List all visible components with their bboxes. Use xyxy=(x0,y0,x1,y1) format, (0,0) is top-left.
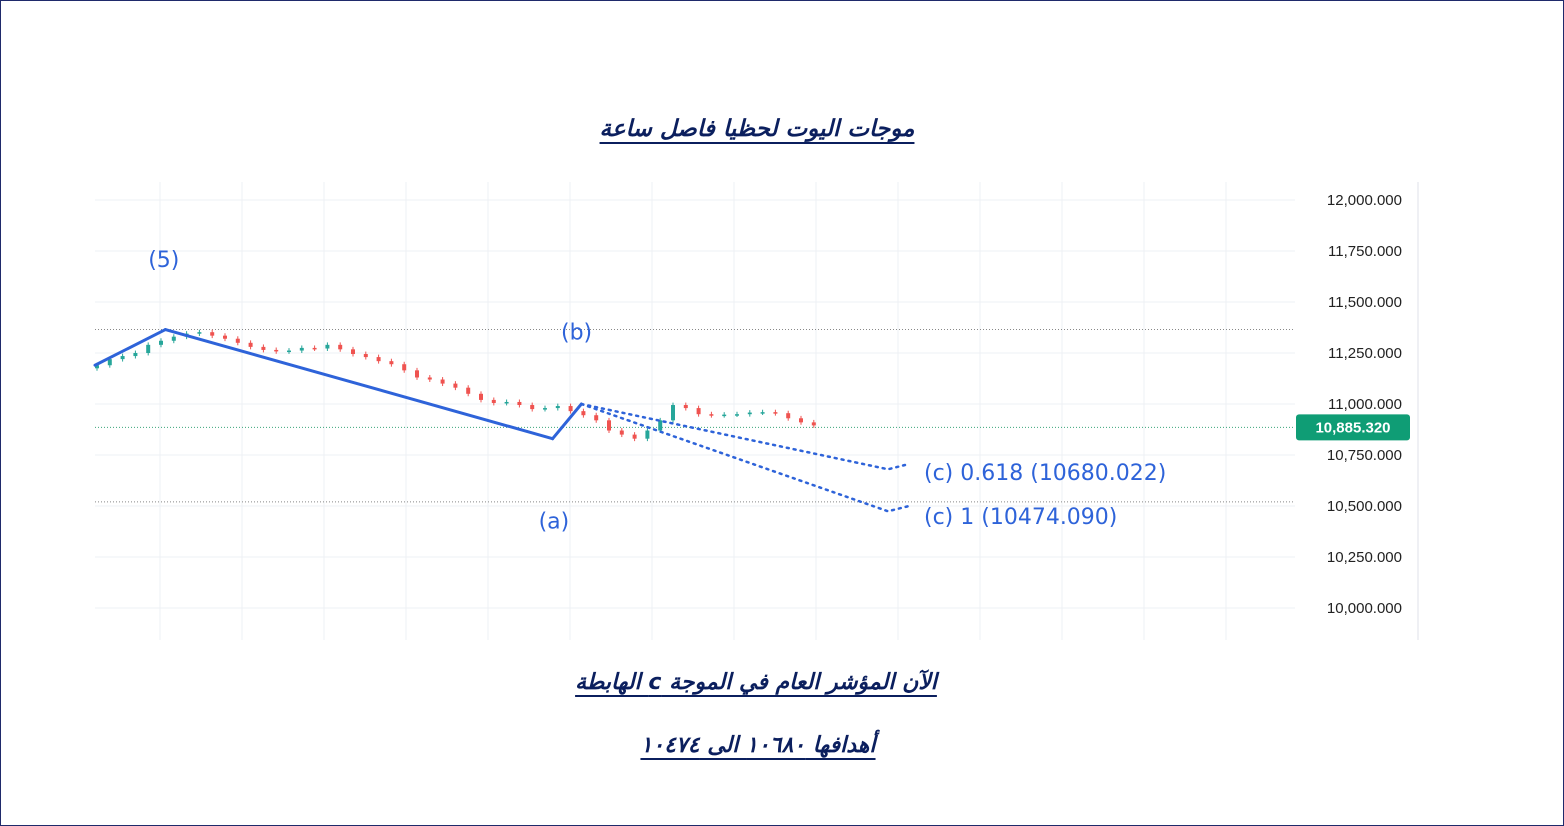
candle-body xyxy=(440,379,445,384)
y-tick-label: 11,500.000 xyxy=(1328,294,1402,311)
candle-body xyxy=(146,344,151,353)
candle-body xyxy=(325,344,330,349)
wave-label: (b) xyxy=(561,321,592,346)
candle-body xyxy=(338,344,343,350)
candle-body xyxy=(543,408,547,410)
y-tick-label: 10,000.000 xyxy=(1327,600,1402,617)
y-tick-label: 10,500.000 xyxy=(1327,498,1402,515)
candle-body xyxy=(658,420,663,431)
last-price-badge xyxy=(1296,414,1410,441)
y-tick-label: 12,000.000 xyxy=(1327,192,1402,209)
wave-line xyxy=(93,328,167,367)
y-tick-label: 10,750.000 xyxy=(1327,447,1402,464)
target-projection-line xyxy=(580,402,910,471)
candle-body xyxy=(95,365,99,369)
candle-body xyxy=(619,430,624,435)
last-price-label: 10,885.320 xyxy=(1315,419,1390,436)
candle-body xyxy=(773,412,778,414)
candle-body xyxy=(120,356,125,360)
candle-body xyxy=(722,414,727,417)
candle-body xyxy=(159,340,163,345)
candle-body xyxy=(594,415,599,421)
candle-body xyxy=(466,387,471,394)
candle-body xyxy=(223,335,227,339)
candle-body xyxy=(747,412,752,415)
current-wave-note: الآن المؤشر العام في الموجة c الهابطة xyxy=(575,670,937,695)
candle-body xyxy=(607,420,611,431)
price-axis: 12,000.000 11,750.000 11,500.000 11,250.000… xyxy=(1327,192,1402,617)
candle-body xyxy=(811,422,816,426)
candle-body xyxy=(671,405,675,421)
candle-body xyxy=(491,399,496,403)
y-tick-label: 11,250.000 xyxy=(1328,345,1402,362)
candlesticks xyxy=(95,329,816,442)
candle-body xyxy=(274,349,279,352)
candle-body xyxy=(555,406,560,409)
wave-label: (a) xyxy=(539,509,570,534)
y-tick-label: 11,000.000 xyxy=(1328,396,1402,413)
wave-line xyxy=(551,402,583,441)
last-price-tag: 10,885.320 xyxy=(1296,414,1410,441)
candle-body xyxy=(760,412,765,414)
candle-body xyxy=(632,434,637,439)
candle-body xyxy=(696,408,701,415)
candle-body xyxy=(735,414,739,416)
candle-body xyxy=(786,413,791,419)
target-projection-line xyxy=(580,402,910,513)
targets-note: أهدافها ١٠٦٨٠ الى ١٠٤٧٤ xyxy=(640,733,876,758)
target-label: (c) 1 (10474.090) xyxy=(924,505,1117,530)
candle-body xyxy=(197,332,202,334)
candle-body xyxy=(453,383,458,388)
candle-body xyxy=(479,393,483,400)
candle-body xyxy=(415,370,419,378)
candle-body xyxy=(351,349,355,355)
candle-body xyxy=(645,430,650,439)
candle-body xyxy=(287,350,291,353)
candle-body xyxy=(312,347,317,350)
candle-body xyxy=(683,405,688,409)
candle-body xyxy=(210,332,215,336)
candle-body xyxy=(235,338,240,343)
candle-body xyxy=(107,359,112,366)
candle-body xyxy=(799,418,803,423)
candle-body xyxy=(248,342,253,347)
candle-body xyxy=(133,353,138,357)
candle-body xyxy=(709,414,714,416)
candle-body xyxy=(517,401,522,406)
wave-line xyxy=(163,328,555,441)
candle-body xyxy=(504,401,509,404)
candle-body xyxy=(171,336,176,341)
wave-label: (5) xyxy=(148,248,179,273)
target-label: (c) 0.618 (10680.022) xyxy=(924,461,1166,486)
candle-body xyxy=(299,347,304,351)
y-tick-label: 10,250.000 xyxy=(1327,549,1402,566)
candle-body xyxy=(389,361,394,365)
candle-body xyxy=(402,364,407,371)
candle-body xyxy=(363,354,368,358)
chart-heading: موجات اليوت لحظيا فاصل ساعة xyxy=(599,116,915,142)
chart-grid xyxy=(95,182,1419,640)
target-projections: (c) 0.618 (10680.022) (c) 1 (10474.090) xyxy=(580,402,1166,530)
wave-lines xyxy=(93,328,583,441)
candle-body xyxy=(261,346,266,350)
horizontal-levels xyxy=(95,329,1295,503)
y-tick-label: 11,750.000 xyxy=(1328,243,1402,260)
wave-labels: (5) (b) (a) xyxy=(148,248,592,534)
candle-body xyxy=(427,377,432,380)
candle-body xyxy=(530,405,535,410)
candle-body xyxy=(568,406,573,412)
candle-body xyxy=(581,411,586,416)
candle-body xyxy=(376,357,381,362)
